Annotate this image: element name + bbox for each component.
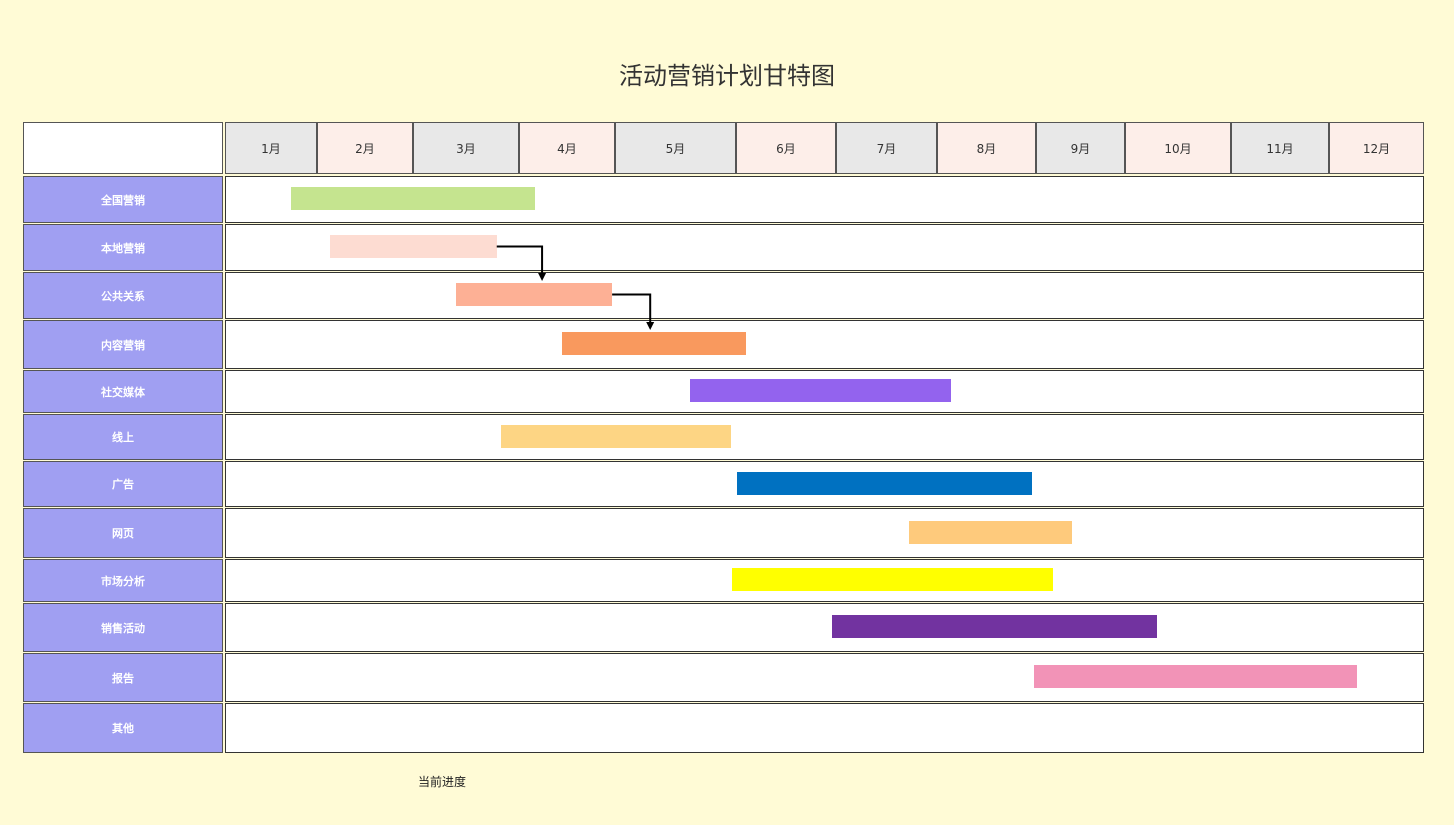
month-header: 9月: [1036, 122, 1125, 174]
month-header: 1月: [225, 122, 317, 174]
task-bar[interactable]: [291, 187, 536, 210]
task-bar[interactable]: [500, 425, 732, 448]
task-label: 线上: [23, 414, 223, 460]
month-header: 7月: [836, 122, 937, 174]
month-header: 8月: [937, 122, 1036, 174]
month-header: 5月: [615, 122, 736, 174]
task-lane: [225, 272, 1424, 319]
task-bar[interactable]: [456, 283, 613, 306]
task-lane: [225, 603, 1424, 652]
task-lane: [225, 320, 1424, 369]
month-header: 11月: [1231, 122, 1329, 174]
header-corner-cell: [23, 122, 223, 174]
legend-label: 当前进度: [418, 775, 467, 789]
month-header: 12月: [1329, 122, 1424, 174]
task-bar[interactable]: [562, 332, 746, 355]
task-bar[interactable]: [330, 235, 497, 258]
task-label: 广告: [23, 461, 223, 507]
task-label: 市场分析: [23, 559, 223, 602]
task-lane: [225, 508, 1424, 558]
chart-title: 活动营销计划甘特图: [619, 62, 835, 90]
month-header: 4月: [519, 122, 615, 174]
month-header: 10月: [1125, 122, 1231, 174]
task-bar[interactable]: [737, 472, 1033, 495]
month-header: 6月: [736, 122, 836, 174]
task-label: 报告: [23, 653, 223, 702]
task-lane: [225, 414, 1424, 460]
task-bar[interactable]: [1034, 665, 1358, 688]
task-label: 全国营销: [23, 176, 223, 223]
task-lane: [225, 703, 1424, 753]
task-bar[interactable]: [908, 521, 1073, 544]
task-label: 本地营销: [23, 224, 223, 271]
task-label: 社交媒体: [23, 370, 223, 413]
task-bar[interactable]: [690, 379, 951, 402]
task-label: 销售活动: [23, 603, 223, 652]
task-bar[interactable]: [732, 568, 1053, 591]
task-label: 公共关系: [23, 272, 223, 319]
month-header: 2月: [317, 122, 413, 174]
task-label: 内容营销: [23, 320, 223, 369]
task-label: 网页: [23, 508, 223, 558]
task-label: 其他: [23, 703, 223, 753]
month-header: 3月: [413, 122, 519, 174]
task-bar[interactable]: [832, 615, 1157, 638]
